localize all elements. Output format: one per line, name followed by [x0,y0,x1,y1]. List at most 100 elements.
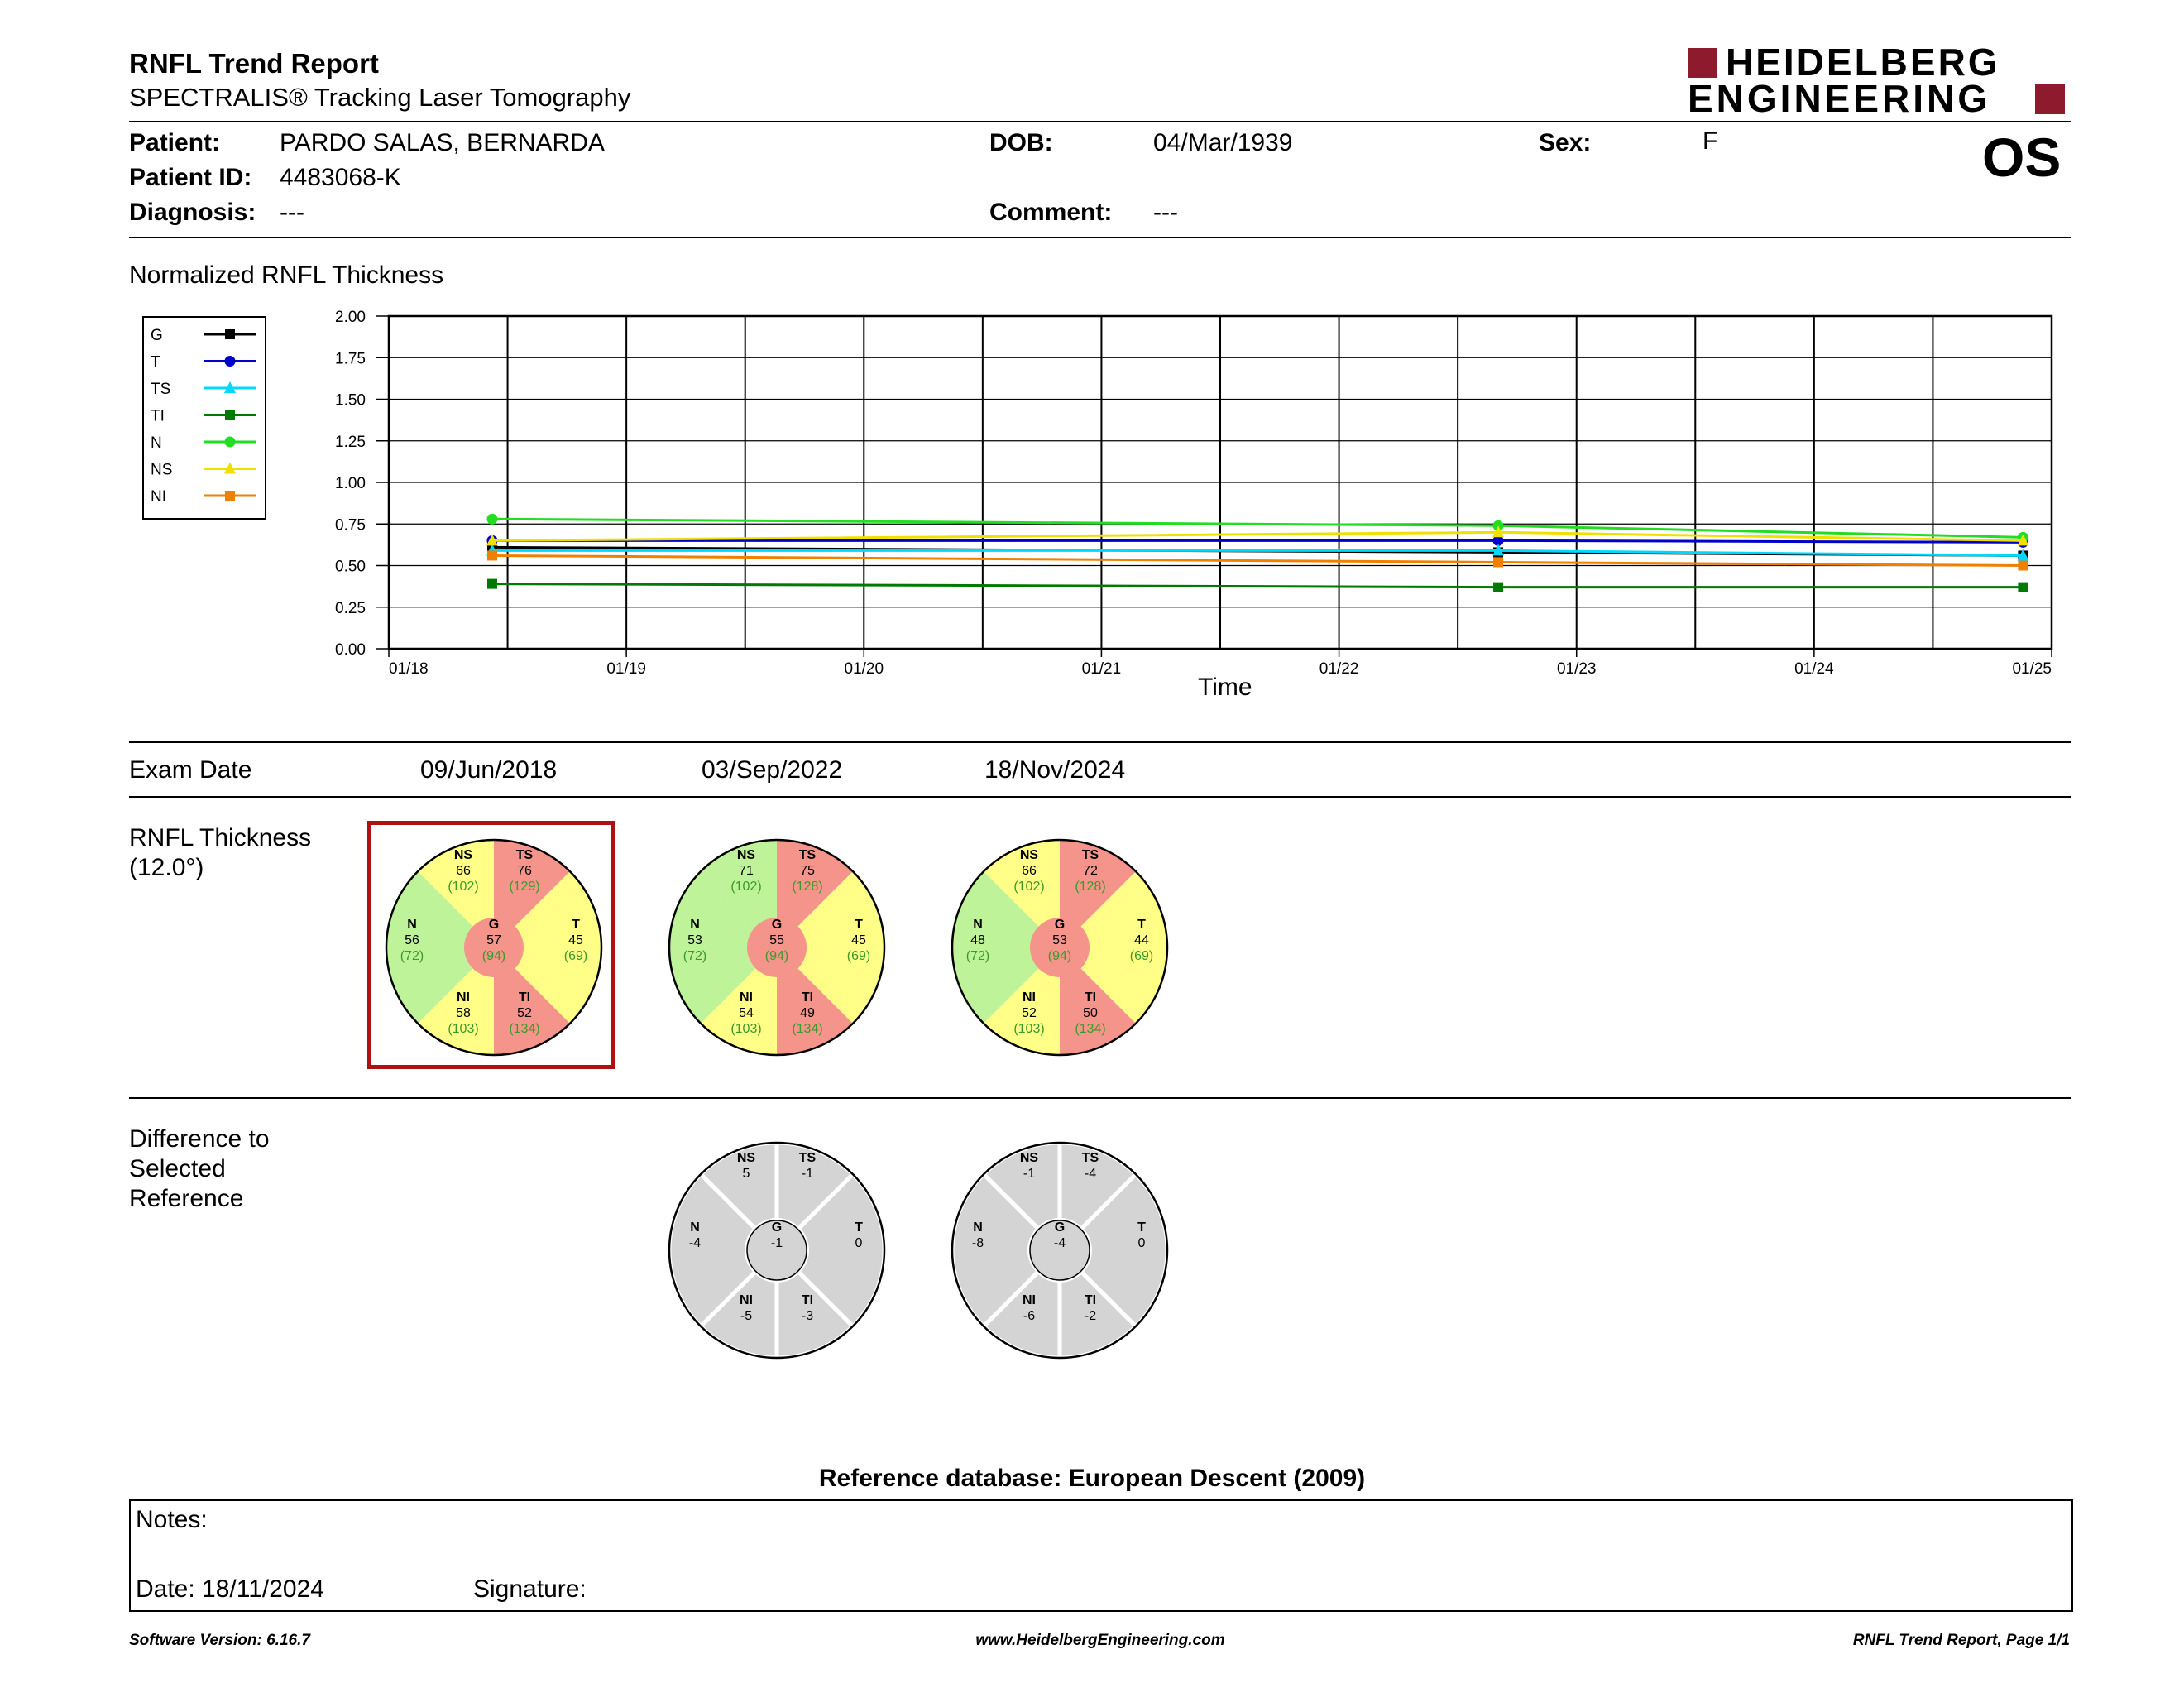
y-tick-label: 0.25 [335,600,366,617]
trend-chart: 0.00 0.25 0.50 0.75 1.00 1.25 1.50 1.75 2.00 01/1… [335,309,2053,678]
sector-label-ti: TI [802,990,813,1005]
sector-g [747,918,807,977]
exam-date-2: 03/Sep/2022 [702,756,843,784]
sector-value-t: 45 [851,933,866,947]
sector-ts [1060,840,1136,947]
eye-label: OS [1982,127,2062,188]
outer-ring [668,838,886,1057]
sector-label-t: T [855,918,863,932]
selected-reference-frame[interactable] [367,821,615,1069]
sector-normal-g: (94) [1048,949,1071,963]
sector-g [1029,1220,1090,1281]
sector-value-ni: -6 [1023,1309,1035,1323]
sector-normal-ts: (128) [792,880,822,894]
sector-value-ti: -2 [1085,1309,1096,1323]
legend-label-g: G [151,327,163,344]
data-point-ti [1493,582,1504,592]
comment-label: Comment: [989,199,1113,226]
sector-value-t: 0 [1138,1236,1146,1250]
sector-value-ts: -1 [802,1167,813,1181]
diff-label-line1: Difference to [129,1125,270,1153]
sector-ts [777,840,853,947]
sector-ni [984,947,1060,1055]
diagnosis-label: Diagnosis: [129,199,256,226]
data-point-ns [486,534,498,546]
y-tick-label: 0.50 [335,559,366,576]
logo-square-top [1688,48,1717,78]
outer-ring [668,1141,886,1360]
chart-heading: Normalized RNFL Thickness [129,261,444,289]
website-link[interactable]: www.HeidelbergEngineering.com [975,1632,1225,1649]
rnfl-label-line1: RNFL Thickness [129,824,312,851]
sector-label-ti: TI [802,1293,813,1307]
sector-value-t: 0 [855,1236,863,1250]
sector-g [1030,918,1090,977]
data-point-n [1492,520,1504,531]
data-point-ti [2018,582,2028,592]
sector-label-ni: NI [740,990,753,1005]
sector-label-ns: NS [454,848,473,862]
sector-normal-g: (94) [482,949,505,963]
x-tick-label: 01/19 [606,660,646,678]
data-point-ns [2017,534,2029,546]
sector-value-ti: 52 [517,1006,532,1020]
logo-square-bottom [2035,84,2065,114]
outer-ring [951,838,1169,1057]
sector-label-g: G [1055,918,1065,932]
sector-value-n: -4 [689,1236,701,1250]
sector-label-ni: NI [1023,1293,1036,1307]
sector-label-t: T [1138,918,1146,932]
sector-value-ni: 58 [456,1006,471,1020]
data-point-n [486,513,498,525]
diff-label-line3: Reference [129,1185,244,1212]
sector-value-ns: 66 [1022,864,1037,878]
sector-normal-ns: (102) [448,880,478,894]
notes-label: Notes: [136,1506,208,1533]
y-tick-label: 1.25 [335,434,366,451]
sector-ni [701,947,777,1055]
y-tick-label: 1.50 [335,392,366,410]
series-line-ni [491,554,2024,567]
notes-date: Date: 18/11/2024 [136,1575,324,1603]
sector-value-ni: -5 [740,1309,752,1323]
sector-normal-ni: (103) [730,1022,761,1036]
sector-label-t: T [1138,1220,1146,1235]
sector-normal-t: (69) [1130,949,1153,963]
sector-normal-t: (69) [564,949,587,963]
sector-normal-ns: (102) [730,880,761,894]
sector-label-g: G [772,918,782,932]
signature-label: Signature: [473,1575,587,1603]
rnfl-chart-exam-3[interactable]: NS 66 (102) TS 72 (128) N48 (72) G53 (94) T44 (69) N… [948,836,1171,1059]
sector-value-ns: -1 [1023,1167,1035,1181]
data-point-t [1492,535,1504,546]
sector-value-ns: 66 [456,864,471,878]
rnfl-chart-exam-2[interactable]: NS 71 (102) TS 75 (128) N53 (72) G55 (94) T45 (69) N… [665,836,888,1059]
data-point-ts [1492,544,1505,556]
sector-value-ni: 54 [739,1006,754,1020]
sector-n [669,871,777,1024]
x-tick-label: 01/24 [1794,660,1834,678]
sector-value-ts: 75 [800,864,815,878]
sector-normal-t: (69) [847,949,870,963]
dob-value: 04/Mar/1939 [1153,129,1293,156]
sector-value-ni: 52 [1022,1006,1037,1020]
sector-label-ts: TS [1082,848,1099,862]
sector-label-ts: TS [799,1151,817,1165]
sector-value-g: 53 [1052,933,1067,947]
x-axis-label: Time [1198,674,1252,701]
legend-graphic: GT TS TI N NS NI [151,327,256,506]
series-ns [486,525,2029,546]
sector-value-g: 57 [486,933,501,947]
sector-normal-n: (72) [683,949,706,963]
rnfl-chart-exam-1[interactable]: NS 66 (102) TS 76 (129) N56 (72) G57 (94) T45 (69) N… [382,836,606,1059]
patient-label: Patient: [129,129,221,156]
series-ti [486,578,2028,592]
sex-value: F [1703,127,1718,155]
sector-normal-ni: (103) [1013,1022,1044,1036]
data-point-ni [2018,560,2028,571]
sector-value-t: 45 [568,933,583,947]
exam-date-3: 18/Nov/2024 [984,756,1126,784]
sector-label-ti: TI [519,990,530,1005]
notes-box[interactable]: Notes: Date: 18/11/2024 Signature: [129,1499,2073,1612]
sector-label-g: G [772,1220,782,1235]
